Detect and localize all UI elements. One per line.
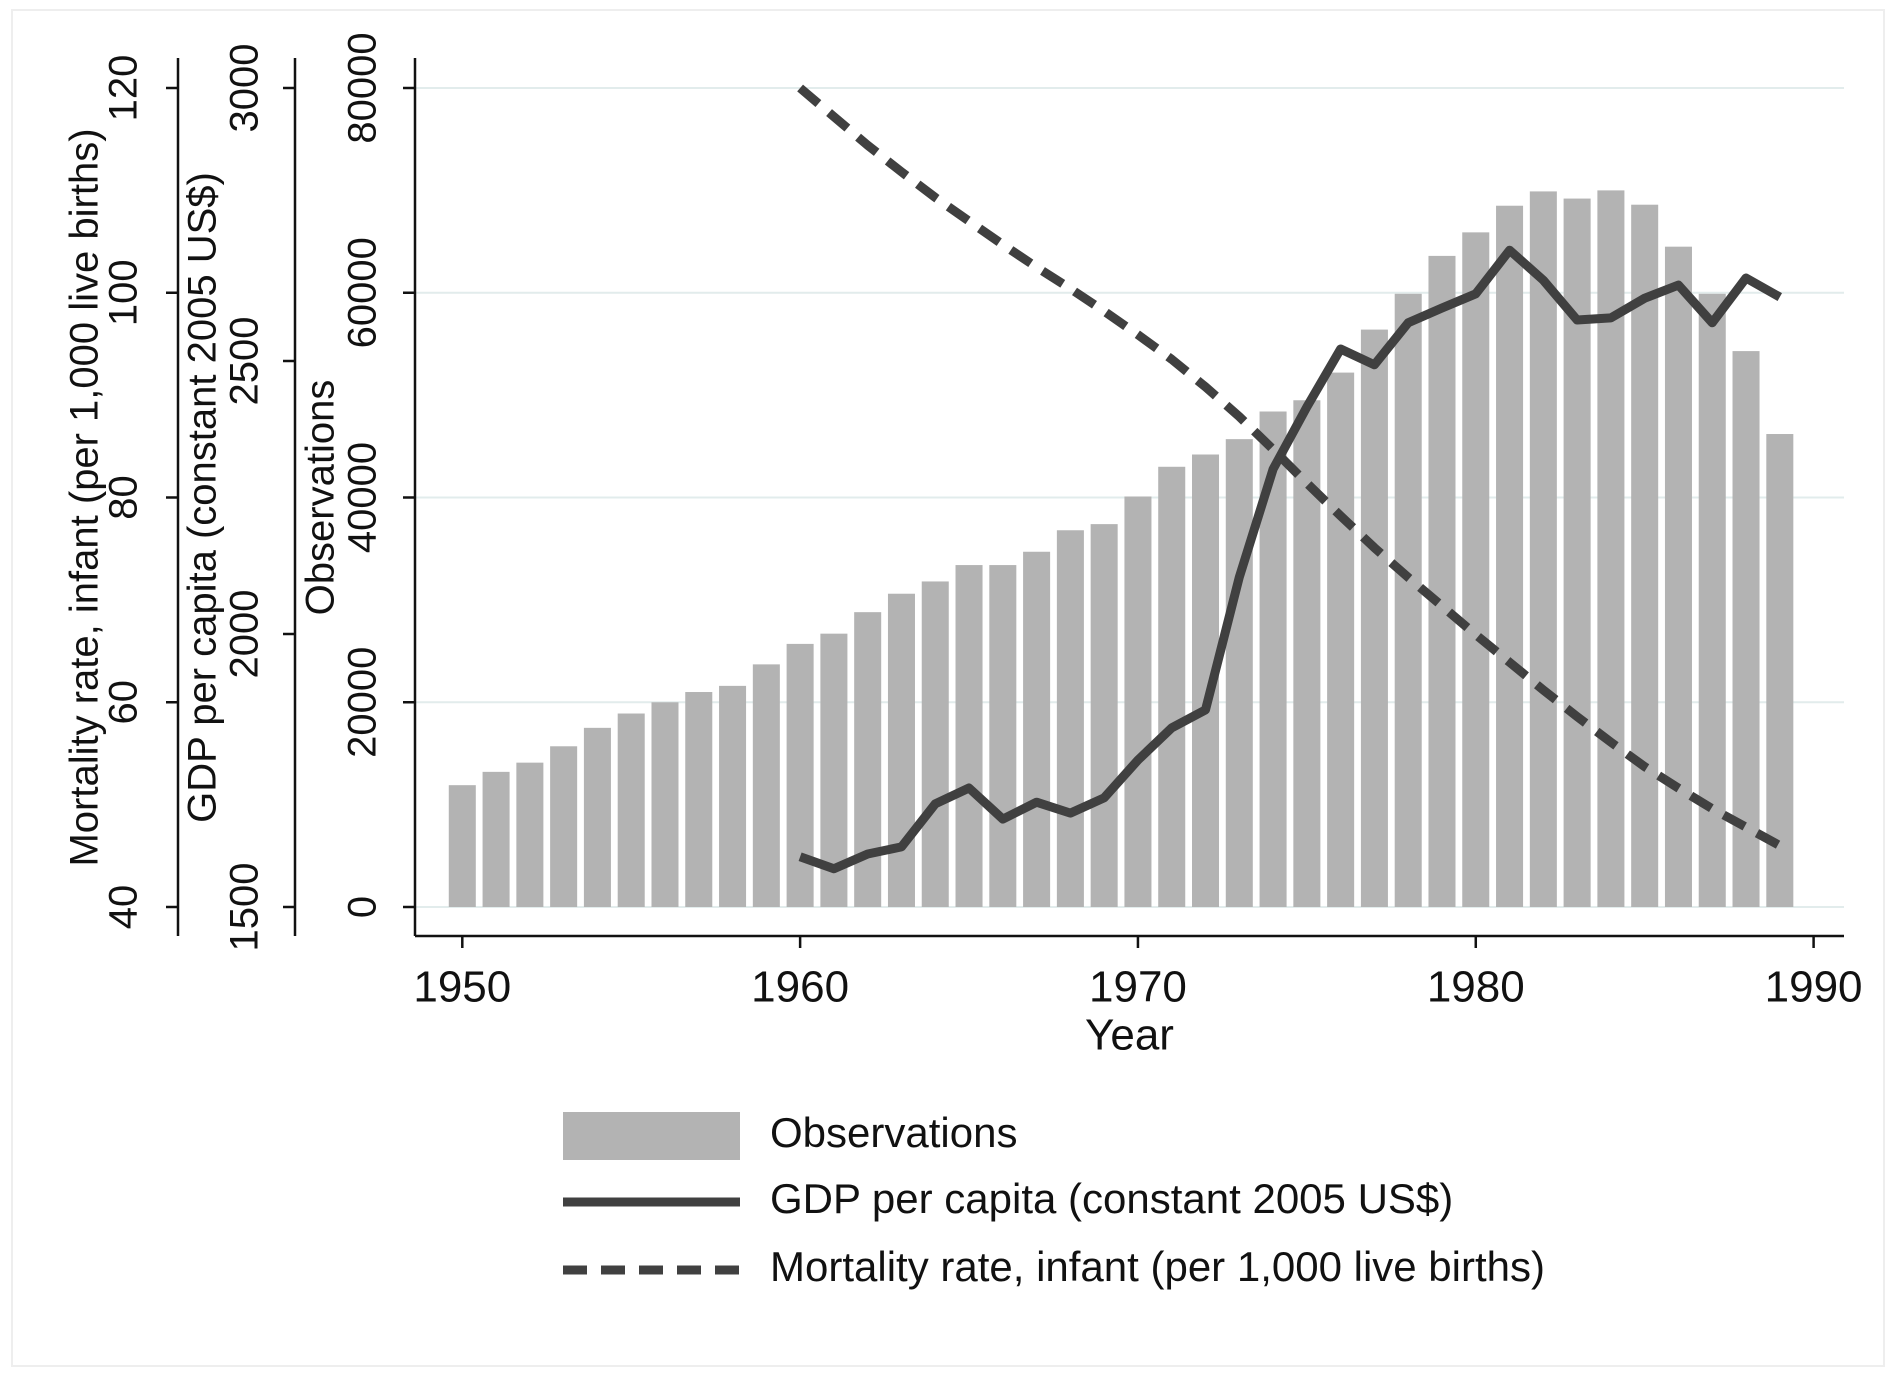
x-tick-label: 1990 — [1765, 963, 1863, 1012]
bar — [448, 785, 476, 907]
legend-label: Mortality rate, infant (per 1,000 live b… — [770, 1243, 1545, 1290]
bar — [1597, 190, 1625, 907]
bar — [1360, 329, 1388, 908]
x-tick-label: 1950 — [413, 963, 511, 1012]
bar — [550, 746, 578, 907]
y-tick-label: 2000 — [223, 590, 267, 679]
legend-swatch — [563, 1112, 740, 1160]
y-axis-title: Mortality rate, infant (per 1,000 live b… — [63, 128, 107, 866]
bar — [1496, 205, 1524, 907]
line — [798, 245, 1783, 874]
y-axis-title: Observations — [299, 380, 343, 616]
bar — [482, 771, 510, 907]
bar — [617, 713, 645, 907]
y-tick-label: 80 — [102, 475, 146, 520]
bar — [1056, 530, 1084, 907]
bar — [583, 727, 611, 907]
bar — [516, 762, 544, 907]
bar — [955, 565, 983, 907]
y-tick-label: 1500 — [223, 863, 267, 952]
bar — [921, 581, 949, 907]
y-tick-label: 20000 — [341, 647, 385, 758]
bar — [1732, 351, 1760, 907]
bar — [1631, 204, 1659, 907]
x-tick-label: 1980 — [1427, 963, 1525, 1012]
y-tick-label: 0 — [341, 896, 385, 918]
x-axis-title: Year — [1085, 1011, 1174, 1060]
bar — [1124, 496, 1152, 907]
bar — [752, 664, 780, 907]
y-tick-label: 60000 — [341, 237, 385, 348]
bar — [1428, 255, 1456, 907]
bar — [887, 593, 915, 907]
y-axis-title: GDP per capita (constant 2005 US$) — [181, 172, 225, 823]
bar — [1664, 246, 1692, 907]
bar — [1327, 372, 1355, 907]
bar — [1158, 466, 1186, 907]
y-tick-label: 2500 — [223, 317, 267, 406]
legend-label: GDP per capita (constant 2005 US$) — [770, 1175, 1453, 1222]
dashed-line — [797, 84, 1782, 850]
bar — [989, 565, 1017, 907]
y-tick-label: 60 — [102, 680, 146, 725]
bar — [719, 685, 747, 907]
bar — [1766, 434, 1794, 907]
bar — [1023, 551, 1051, 907]
bar — [1529, 191, 1557, 907]
y-tick-label: 80000 — [341, 32, 385, 143]
bar — [651, 702, 679, 907]
y-tick-label: 40 — [102, 885, 146, 930]
bar — [1462, 232, 1490, 907]
bar — [1394, 293, 1422, 907]
x-tick-label: 1960 — [751, 963, 849, 1012]
bar — [1225, 439, 1253, 907]
y-tick-label: 40000 — [341, 442, 385, 553]
y-tick-label: 120 — [102, 55, 146, 122]
legend-label: Observations — [770, 1109, 1017, 1156]
x-tick-label: 1970 — [1089, 963, 1187, 1012]
y-tick-label: 3000 — [223, 44, 267, 133]
bar — [1698, 293, 1726, 907]
bar — [786, 643, 814, 907]
bar — [1090, 524, 1118, 907]
bar — [1293, 400, 1321, 907]
bar — [685, 692, 713, 907]
y-tick-label: 100 — [102, 259, 146, 326]
